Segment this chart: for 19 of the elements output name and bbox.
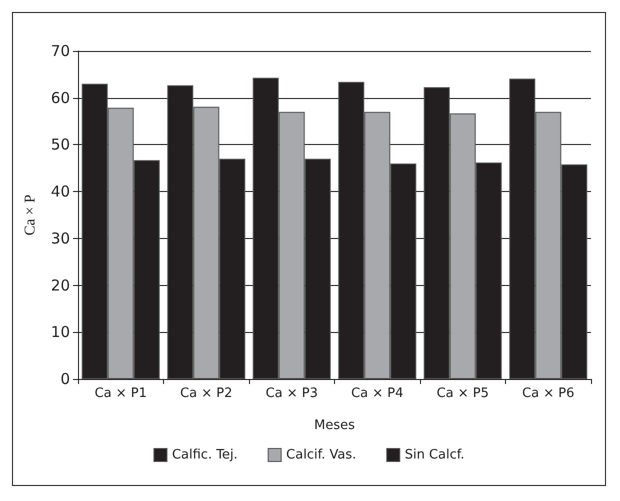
x-tick-label: Ca × P6 bbox=[522, 386, 574, 401]
x-tick-label: Ca × P5 bbox=[436, 386, 489, 401]
x-tick-label: Ca × P3 bbox=[266, 386, 318, 401]
x-tick-label: Ca × P2 bbox=[180, 386, 232, 401]
y-tick-label: 40 bbox=[50, 182, 70, 201]
y-tick-label: 20 bbox=[50, 276, 70, 294]
y-tick-label: 10 bbox=[50, 323, 70, 342]
x-axis-title: Meses bbox=[314, 418, 356, 433]
x-tick-label: Ca × P4 bbox=[351, 386, 404, 401]
legend-label: Calcif. Vas. bbox=[286, 448, 356, 462]
legend-label: Sin Calcf. bbox=[404, 448, 465, 462]
y-tick-label: 70 bbox=[50, 42, 70, 60]
y-tick-label: 60 bbox=[50, 88, 70, 107]
x-tick-label: Ca × P1 bbox=[94, 386, 147, 401]
y-tick-label: 30 bbox=[50, 229, 70, 248]
legend-label: Calfic. Tej. bbox=[172, 448, 238, 462]
y-tick-label: 0 bbox=[60, 370, 70, 388]
y-axis-title: Ca × P bbox=[22, 194, 38, 236]
y-tick-label: 50 bbox=[50, 136, 70, 154]
